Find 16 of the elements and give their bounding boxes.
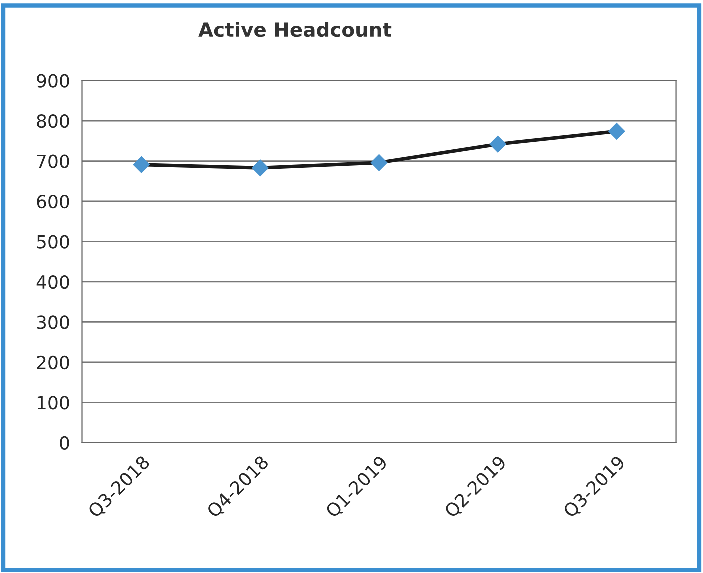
point bbox=[490, 136, 506, 153]
y-tick-label: 100 bbox=[38, 396, 70, 410]
y-tick-label: 700 bbox=[37, 154, 70, 168]
point bbox=[133, 156, 150, 174]
point bbox=[252, 160, 269, 176]
y-tick-label: 800 bbox=[37, 114, 70, 128]
point bbox=[608, 123, 626, 140]
y-tick-label: 500 bbox=[37, 235, 70, 249]
y-tick-label: 200 bbox=[37, 356, 70, 370]
y-tick-label: 400 bbox=[36, 275, 70, 290]
y-tick-label: 600 bbox=[37, 194, 70, 209]
y-tick-label: 300 bbox=[37, 316, 70, 330]
y-tick-label: 0 bbox=[60, 436, 70, 450]
point bbox=[370, 154, 388, 172]
chart-title: Active Headcount bbox=[198, 22, 392, 38]
y-tick-label: 900 bbox=[37, 74, 70, 88]
